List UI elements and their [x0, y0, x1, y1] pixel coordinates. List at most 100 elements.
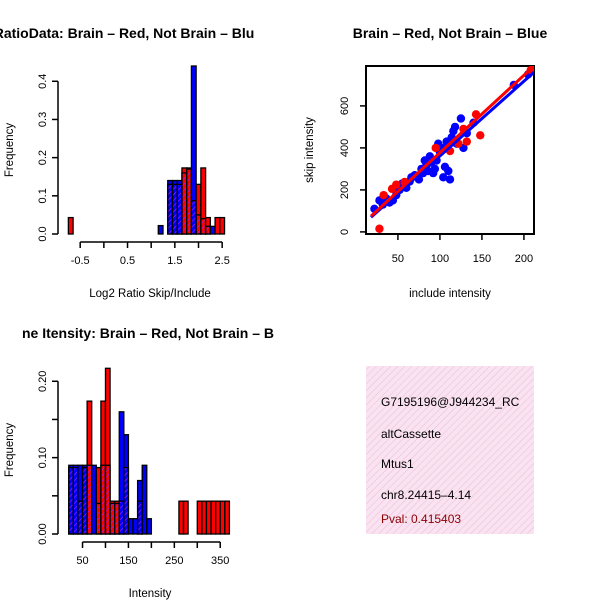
intensity-scatter: Brain – Red, Not Brain – Blue 50 100 150 20… — [304, 25, 547, 300]
scatter-x-tick-label: 50 — [392, 253, 404, 265]
brain-point — [379, 190, 388, 200]
ratio-overlap-bar — [200, 218, 207, 235]
ratio-histogram: RatioData: Brain – Red, Not Brain – Blu … — [0, 25, 254, 300]
ratio-bar — [219, 216, 226, 235]
scatter-axes: 50 100 150 200 0 200 400 600 — [339, 97, 533, 265]
brain-point — [392, 180, 401, 189]
intensity-ylabel: Frequency — [4, 423, 16, 478]
intensity-bar — [210, 500, 217, 535]
ratio-y-tick-label: 0.2 — [37, 150, 49, 165]
intensity-x-tick-label: 350 — [211, 555, 229, 567]
intensity-bars — [68, 367, 231, 535]
intensity-overlap-bar — [95, 502, 102, 535]
ratio-overlap-bar — [190, 200, 197, 235]
intensity-bar — [201, 500, 208, 535]
intensity-bar — [224, 500, 231, 535]
scatter-xlabel: include intensity — [409, 288, 491, 300]
ratio-overlap-bar — [176, 183, 183, 235]
ratio-axes: -0.5 0.5 1.5 2.5 0.0 0.1 0.2 0.3 0.4 — [37, 74, 230, 267]
scatter-y-tick-label: 200 — [339, 181, 351, 199]
scatter-y-tick-label: 0 — [339, 229, 351, 235]
ratio-y-tick-label: 0.1 — [37, 188, 49, 203]
scatter-y-tick-label: 600 — [339, 97, 351, 115]
intensity-overlap-bar — [100, 464, 107, 535]
info-panel-clip: G7195196@J944234_RC altCassette Mtus1 ch… — [381, 395, 520, 526]
intensity-axes: 50 150 250 350 0.00 0.10 0.20 — [37, 371, 229, 567]
intensity-x-tick-label: 250 — [165, 555, 183, 567]
event-id: G7195196@J944234_RC — [381, 395, 520, 409]
ratio-overlap-bar — [204, 225, 211, 235]
intensity-overlap-bar — [86, 464, 93, 535]
intensity-bar — [219, 500, 226, 535]
scatter-chart-title: Brain – Red, Not Brain – Blue — [353, 25, 548, 41]
brain-point — [476, 131, 485, 140]
scatter-x-tick-label: 200 — [515, 253, 533, 265]
scatter-x-tick-label: 100 — [431, 253, 449, 265]
ratio-bar — [209, 225, 216, 235]
ratio-y-tick-label: 0.4 — [37, 74, 49, 89]
not-brain-point — [450, 122, 460, 132]
intensity-bar — [146, 518, 153, 535]
genomic-location: chr8.24415–4.14 — [381, 488, 471, 502]
ratio-chart-title: RatioData: Brain – Red, Not Brain – Blu — [0, 25, 254, 41]
intensity-y-tick-label: 0.10 — [37, 447, 49, 468]
scatter-ylabel: skip intensity — [304, 117, 316, 183]
brain-fit-line — [370, 66, 534, 218]
intensity-x-tick-label: 150 — [119, 555, 137, 567]
intensity-overlap-bar — [109, 502, 116, 535]
ratio-ylabel: Frequency — [4, 123, 16, 178]
intensity-bar — [205, 500, 212, 535]
ratio-bars — [67, 65, 226, 235]
ratio-bar — [67, 216, 74, 235]
info-panel: G7195196@J944234_RC altCassette Mtus1 ch… — [366, 366, 534, 534]
intensity-bar — [178, 500, 185, 535]
intensity-bar — [132, 518, 139, 535]
ratio-overlap-bar — [195, 214, 202, 235]
intensity-overlap-bar — [68, 466, 74, 535]
not-brain-point — [444, 166, 453, 176]
intensity-overlap-bar — [123, 466, 130, 535]
ratio-bar — [157, 224, 164, 235]
ratio-x-tick-label: 2.5 — [215, 255, 230, 267]
intensity-bar — [141, 464, 148, 535]
ratio-x-tick-label: -0.5 — [71, 255, 90, 267]
intensity-overlap-bar — [72, 466, 79, 535]
intensity-chart-title: ne Itensity: Brain – Red, Not Brain – B — [22, 325, 274, 341]
intensity-bar — [196, 500, 203, 535]
intensity-overlap-bar — [136, 500, 143, 535]
intensity-overlap-bar — [104, 464, 111, 535]
info-panel-background — [366, 366, 534, 534]
intensity-bar — [127, 518, 134, 535]
ratio-y-tick-label: 0.3 — [37, 112, 49, 127]
intensity-x-tick-label: 50 — [76, 555, 88, 567]
ratio-overlap-bar — [171, 183, 178, 235]
not-brain-point — [456, 114, 466, 123]
ratio-overlap-bar — [181, 172, 188, 235]
ratio-overlap-bar — [186, 168, 193, 235]
brain-point — [431, 143, 440, 153]
ratio-y-tick-label: 0.0 — [37, 226, 49, 241]
ratio-overlap-bar — [167, 183, 174, 235]
intensity-bar — [182, 500, 189, 535]
not-brain-point — [430, 164, 440, 174]
intensity-overlap-bar — [81, 466, 88, 535]
intensity-bar — [91, 464, 97, 535]
intensity-overlap-bar — [77, 500, 84, 535]
scatter-y-tick-label: 400 — [339, 139, 351, 157]
ratio-xlabel: Log2 Ratio Skip/Include — [89, 288, 210, 300]
ratio-bar — [214, 216, 221, 235]
intensity-bar — [214, 500, 221, 535]
intensity-y-tick-label: 0.00 — [37, 523, 49, 544]
scatter-points — [370, 66, 534, 233]
intensity-histogram: ne Itensity: Brain – Red, Not Brain – B … — [4, 325, 274, 600]
intensity-xlabel: Intensity — [129, 588, 172, 600]
p-value: Pval: 0.415403 — [381, 512, 461, 526]
event-type: altCassette — [381, 427, 441, 441]
scatter-x-tick-label: 150 — [473, 253, 491, 265]
ratio-x-tick-label: 0.5 — [120, 255, 135, 267]
intensity-y-tick-label: 0.20 — [37, 371, 49, 392]
brain-point — [375, 224, 384, 233]
intensity-overlap-bar — [114, 502, 120, 535]
not-brain-point — [439, 173, 448, 182]
